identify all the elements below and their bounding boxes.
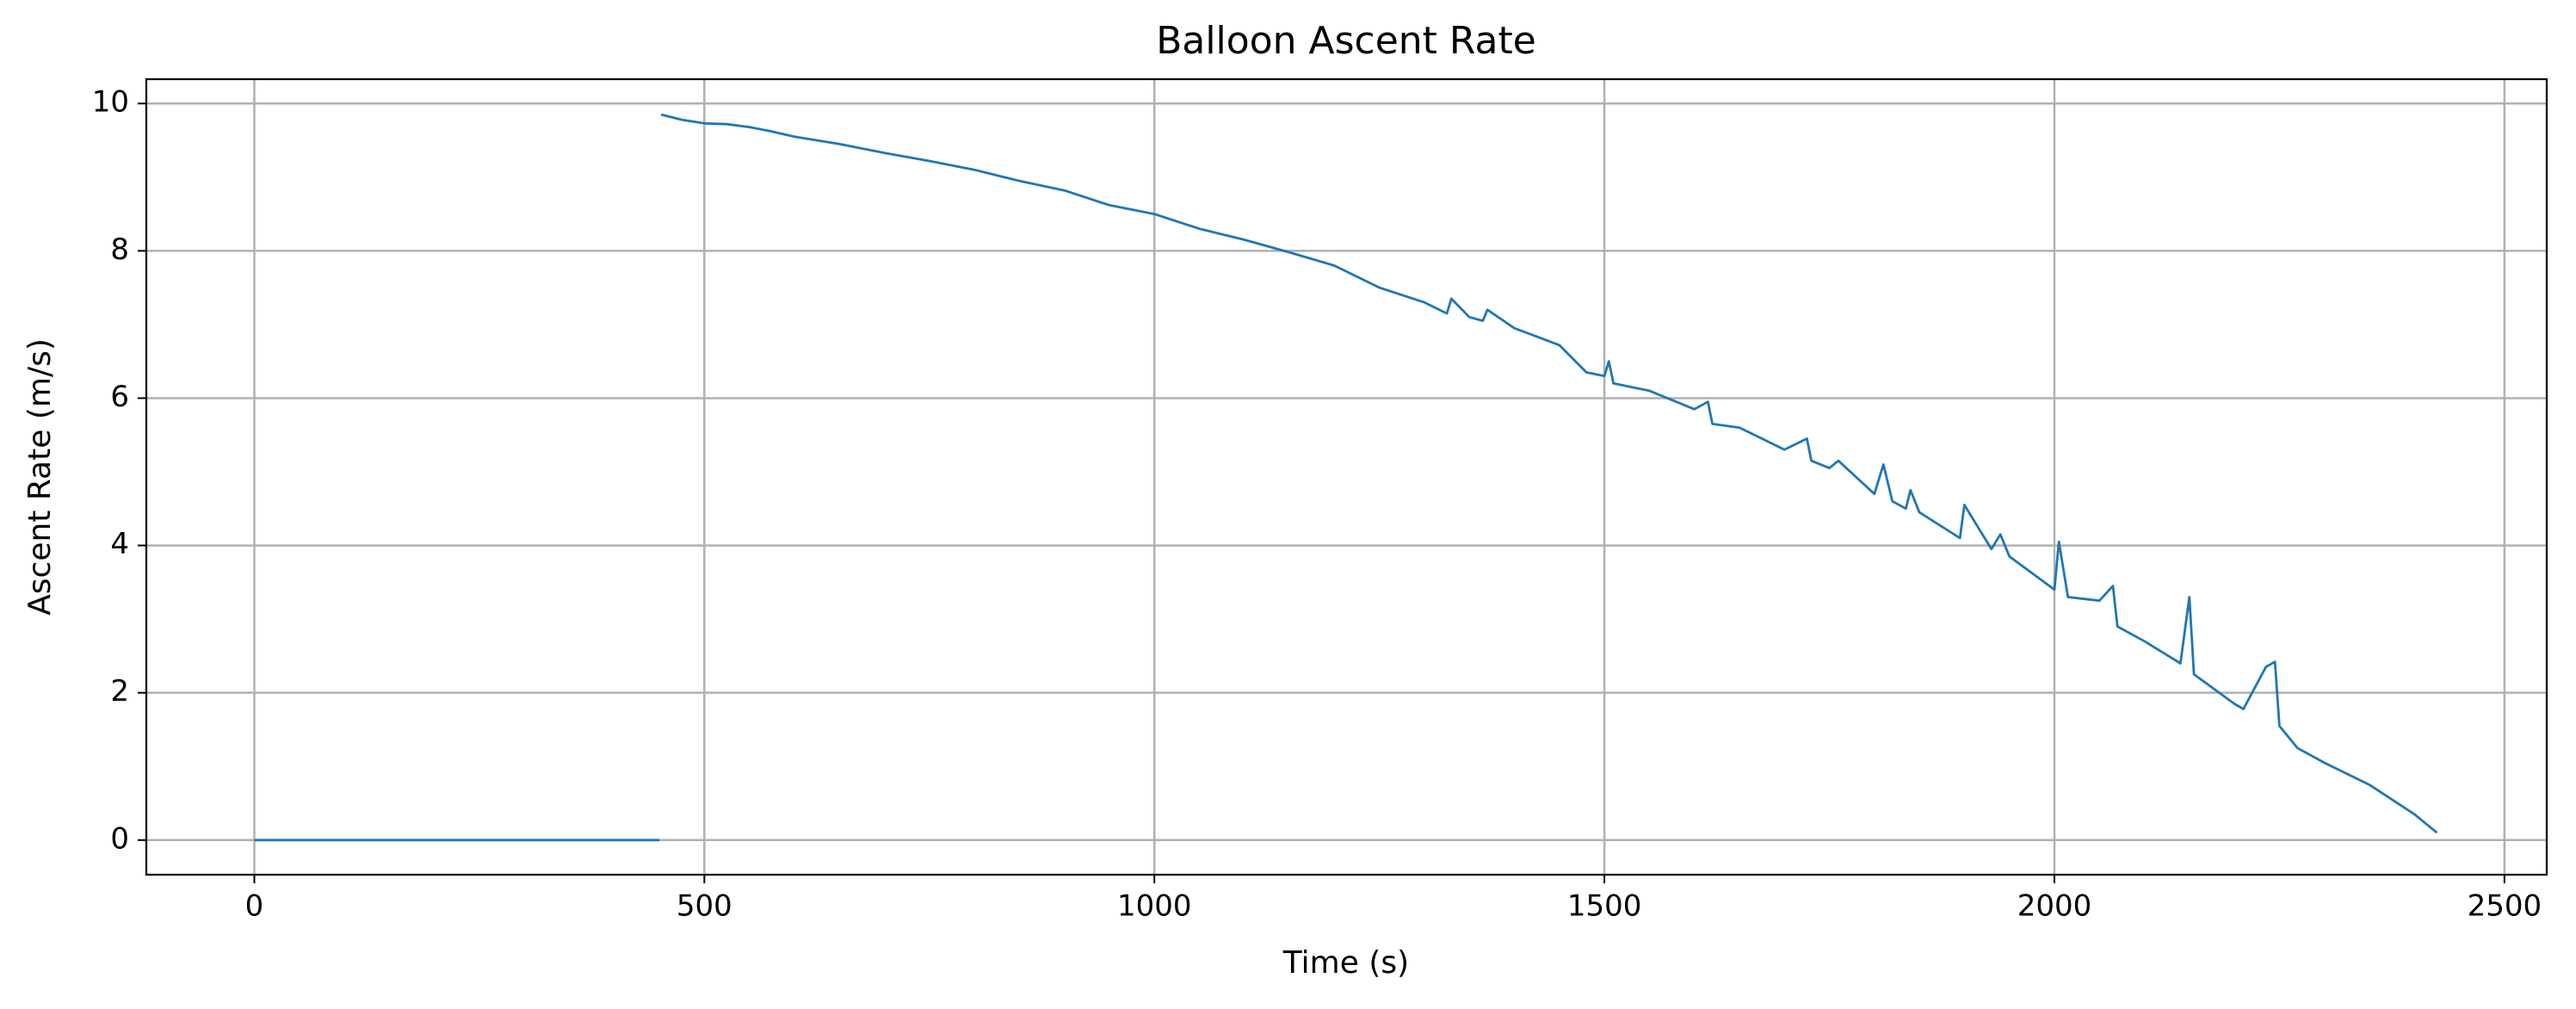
x-tick-label: 2000: [2017, 889, 2092, 924]
x-tick-label: 2500: [2468, 889, 2542, 924]
y-tick-label: 4: [110, 527, 129, 561]
y-tick-label: 6: [110, 380, 129, 414]
y-axis-label: Ascent Rate (m/s): [22, 338, 58, 616]
x-tick-label: 500: [676, 889, 732, 924]
x-tick-label: 1500: [1567, 889, 1642, 924]
x-tick-label: 0: [245, 889, 264, 924]
y-tick-label: 0: [110, 821, 129, 856]
x-tick-label: 1000: [1117, 889, 1192, 924]
y-tick-label: 10: [92, 85, 129, 120]
y-tick-label: 8: [110, 232, 129, 267]
y-tick-label: 2: [110, 674, 129, 709]
chart-title: Balloon Ascent Rate: [1156, 19, 1536, 63]
plot-frame: [145, 77, 2548, 876]
data-line: [254, 113, 2438, 842]
x-axis-label: Time (s): [1282, 945, 1409, 981]
